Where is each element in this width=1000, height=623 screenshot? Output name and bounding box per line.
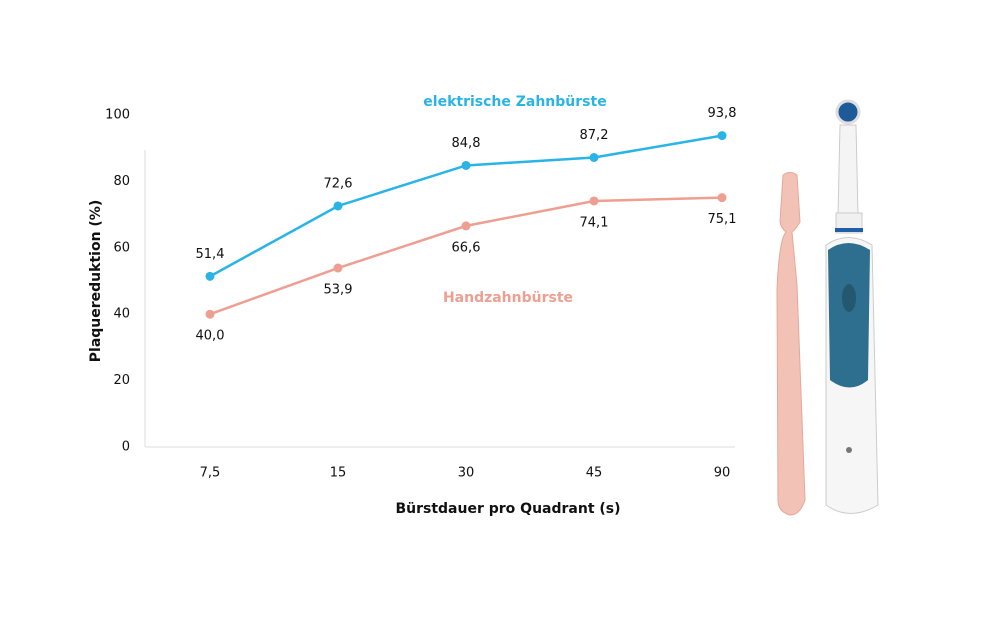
- legend-label: elektrische Zahnbürste: [423, 94, 606, 110]
- data-label: 72,6: [324, 176, 353, 191]
- data-point: [717, 193, 727, 203]
- data-label: 40,0: [196, 329, 225, 344]
- data-label: 75,1: [708, 212, 737, 227]
- y-tick-label: 20: [113, 373, 130, 388]
- data-label: 66,6: [452, 240, 481, 255]
- data-label: 74,1: [580, 215, 609, 230]
- y-tick-label: 40: [113, 307, 130, 322]
- data-label: 87,2: [580, 128, 609, 143]
- data-point: [461, 221, 471, 231]
- x-tick-label: 90: [714, 466, 731, 481]
- data-label: 93,8: [708, 106, 737, 121]
- data-label: 84,8: [452, 136, 481, 151]
- data-point: [589, 196, 599, 206]
- data-point: [333, 201, 343, 211]
- data-point: [205, 271, 215, 281]
- y-tick-label: 100: [105, 108, 130, 123]
- y-axis-title: Plaquereduktion (%): [88, 200, 104, 362]
- electric-toothbrush: [825, 99, 879, 514]
- y-tick-label: 60: [113, 240, 130, 255]
- data-point: [589, 152, 599, 162]
- data-label: 51,4: [196, 247, 225, 262]
- x-axis-title: Bürstdauer pro Quadrant (s): [395, 501, 620, 517]
- manual-toothbrush: [776, 172, 806, 516]
- y-tick-label: 80: [113, 174, 130, 189]
- data-point: [461, 160, 471, 170]
- data-point: [205, 309, 215, 319]
- data-label: 53,9: [324, 283, 353, 298]
- x-tick-label: 7,5: [200, 466, 221, 481]
- x-tick-label: 45: [586, 466, 603, 481]
- legend-label: Handzahnbürste: [443, 290, 573, 306]
- data-point: [333, 263, 343, 273]
- x-tick-label: 15: [330, 466, 347, 481]
- x-tick-label: 30: [458, 466, 475, 481]
- y-tick-label: 0: [122, 440, 130, 455]
- data-point: [717, 131, 727, 141]
